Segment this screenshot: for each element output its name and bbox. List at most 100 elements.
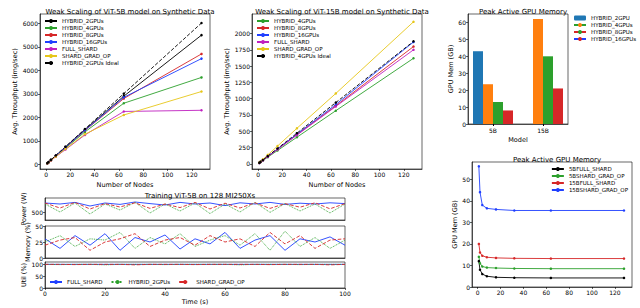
svg-text:HYBRID_2GPU: HYBRID_2GPU <box>591 15 630 22</box>
svg-text:SHARD_GRAD_OP: SHARD_GRAD_OP <box>62 53 111 60</box>
svg-text:Avg. Throughput (img/sec): Avg. Throughput (img/sec) <box>11 48 19 134</box>
svg-text:SHARD_GRAD_OP: SHARD_GRAD_OP <box>274 46 323 53</box>
svg-text:Weak Scaling of ViT-15B model: Weak Scaling of ViT-15B model on Synthet… <box>255 8 429 16</box>
svg-text:750: 750 <box>239 111 251 118</box>
svg-text:Peak Active GPU Memory: Peak Active GPU Memory <box>479 8 567 16</box>
svg-text:40: 40 <box>462 197 470 204</box>
svg-text:0: 0 <box>462 121 466 128</box>
svg-text:FULL_SHARD: FULL_SHARD <box>67 279 103 286</box>
svg-text:Time (s): Time (s) <box>181 298 208 306</box>
svg-text:1750: 1750 <box>235 46 250 53</box>
svg-text:HYBRID_4GPUs Ideal: HYBRID_4GPUs Ideal <box>274 53 331 60</box>
svg-text:GPU Mem (GB): GPU Mem (GB) <box>447 45 455 93</box>
svg-text:80: 80 <box>565 289 573 296</box>
svg-text:Peak Active GPU Memory: Peak Active GPU Memory <box>513 156 601 164</box>
svg-text:60: 60 <box>327 171 335 178</box>
svg-text:0: 0 <box>466 284 470 291</box>
svg-text:10: 10 <box>458 104 466 111</box>
svg-text:100: 100 <box>586 289 598 296</box>
svg-text:HYBRID_2GPUs Ideal: HYBRID_2GPUs Ideal <box>62 60 119 67</box>
svg-text:Weak Scaling of ViT-5B model o: Weak Scaling of ViT-5B model on Syntheti… <box>45 8 214 16</box>
svg-text:20: 20 <box>458 87 466 94</box>
svg-text:HYBRID_4GPUs: HYBRID_4GPUs <box>591 22 633 29</box>
svg-text:HYBRID_4GPUs: HYBRID_4GPUs <box>62 25 104 32</box>
svg-text:80: 80 <box>139 171 147 178</box>
svg-text:80: 80 <box>351 171 359 178</box>
svg-text:2000: 2000 <box>235 30 250 37</box>
svg-text:Util (%): Util (%) <box>20 263 28 287</box>
svg-text:15BSHARD_GRAD_OP: 15BSHARD_GRAD_OP <box>569 187 629 194</box>
svg-text:HYBRID_2GPUs: HYBRID_2GPUs <box>62 18 104 25</box>
svg-text:20: 20 <box>279 171 287 178</box>
svg-text:20: 20 <box>101 290 109 297</box>
svg-text:40: 40 <box>458 53 466 60</box>
svg-text:HYBRID_2GPUs: HYBRID_2GPUs <box>129 279 171 286</box>
svg-text:80: 80 <box>281 290 289 297</box>
svg-text:20: 20 <box>67 171 75 178</box>
svg-text:5BFULL_SHARD: 5BFULL_SHARD <box>569 166 612 173</box>
svg-text:Training ViT-5B on 128 MI250Xs: Training ViT-5B on 128 MI250Xs <box>144 192 256 200</box>
svg-text:GPU Mem (GB): GPU Mem (GB) <box>451 200 459 248</box>
svg-text:100: 100 <box>339 290 351 297</box>
svg-text:0: 0 <box>256 171 260 178</box>
svg-text:100: 100 <box>374 171 386 178</box>
svg-text:0: 0 <box>44 171 48 178</box>
svg-text:HYBRID_8GPUs: HYBRID_8GPUs <box>62 32 104 39</box>
svg-text:50: 50 <box>35 223 43 230</box>
svg-text:60: 60 <box>542 289 550 296</box>
svg-text:0: 0 <box>34 161 38 168</box>
svg-text:FULL_SHARD: FULL_SHARD <box>62 46 98 53</box>
svg-text:50: 50 <box>462 176 470 183</box>
svg-text:40: 40 <box>303 171 311 178</box>
svg-text:15BFULL_SHARD: 15BFULL_SHARD <box>569 180 615 187</box>
svg-text:0: 0 <box>476 289 480 296</box>
svg-text:50: 50 <box>35 273 43 280</box>
svg-text:HYBRID_16GPUs: HYBRID_16GPUs <box>274 32 319 39</box>
svg-text:120: 120 <box>186 171 198 178</box>
svg-text:10: 10 <box>462 262 470 269</box>
svg-text:1250: 1250 <box>235 79 250 86</box>
svg-text:1000: 1000 <box>235 95 250 102</box>
svg-text:40: 40 <box>161 290 169 297</box>
svg-text:6000: 6000 <box>23 20 38 27</box>
svg-text:Model: Model <box>508 136 528 144</box>
svg-text:120: 120 <box>398 171 410 178</box>
svg-text:30: 30 <box>458 70 466 77</box>
svg-text:60: 60 <box>221 290 229 297</box>
svg-text:500: 500 <box>239 128 251 135</box>
svg-text:HYBRID_4GPUs: HYBRID_4GPUs <box>274 18 316 25</box>
svg-text:60: 60 <box>458 19 466 26</box>
svg-text:1000: 1000 <box>23 137 38 144</box>
svg-text:5000: 5000 <box>23 43 38 50</box>
svg-text:HYBRID_8GPUs: HYBRID_8GPUs <box>591 29 633 36</box>
svg-text:250: 250 <box>239 144 251 151</box>
svg-text:Number of Nodes: Number of Nodes <box>97 181 154 189</box>
svg-text:500: 500 <box>32 209 44 216</box>
svg-text:2000: 2000 <box>23 114 38 121</box>
svg-text:3000: 3000 <box>23 90 38 97</box>
svg-text:Avg. Throughput (img/sec): Avg. Throughput (img/sec) <box>223 48 231 134</box>
svg-text:30: 30 <box>462 219 470 226</box>
svg-text:100: 100 <box>32 261 44 268</box>
svg-text:100: 100 <box>162 171 174 178</box>
svg-text:FULL_SHARD: FULL_SHARD <box>274 39 310 46</box>
svg-text:1500: 1500 <box>235 63 250 70</box>
svg-text:50: 50 <box>458 36 466 43</box>
svg-text:20: 20 <box>462 240 470 247</box>
svg-text:0: 0 <box>43 290 47 297</box>
svg-text:4000: 4000 <box>23 67 38 74</box>
svg-text:SHARD_GRAD_OP: SHARD_GRAD_OP <box>196 279 245 286</box>
svg-text:40: 40 <box>91 171 99 178</box>
svg-text:20: 20 <box>497 289 505 296</box>
svg-text:40: 40 <box>520 289 528 296</box>
svg-text:HYBRID_16GPUs: HYBRID_16GPUs <box>62 39 107 46</box>
svg-text:5BSHARD_GRAD_OP: 5BSHARD_GRAD_OP <box>569 173 625 180</box>
svg-text:120: 120 <box>609 289 621 296</box>
svg-text:HYBRID_8GPUs: HYBRID_8GPUs <box>274 25 316 32</box>
svg-text:Memory (%): Memory (%) <box>24 222 32 262</box>
svg-text:5B: 5B <box>489 127 497 134</box>
svg-text:0: 0 <box>246 160 250 167</box>
svg-text:HYBRID_16GPUs: HYBRID_16GPUs <box>591 36 636 43</box>
svg-text:Power (W): Power (W) <box>20 192 28 225</box>
svg-text:25: 25 <box>35 239 43 246</box>
